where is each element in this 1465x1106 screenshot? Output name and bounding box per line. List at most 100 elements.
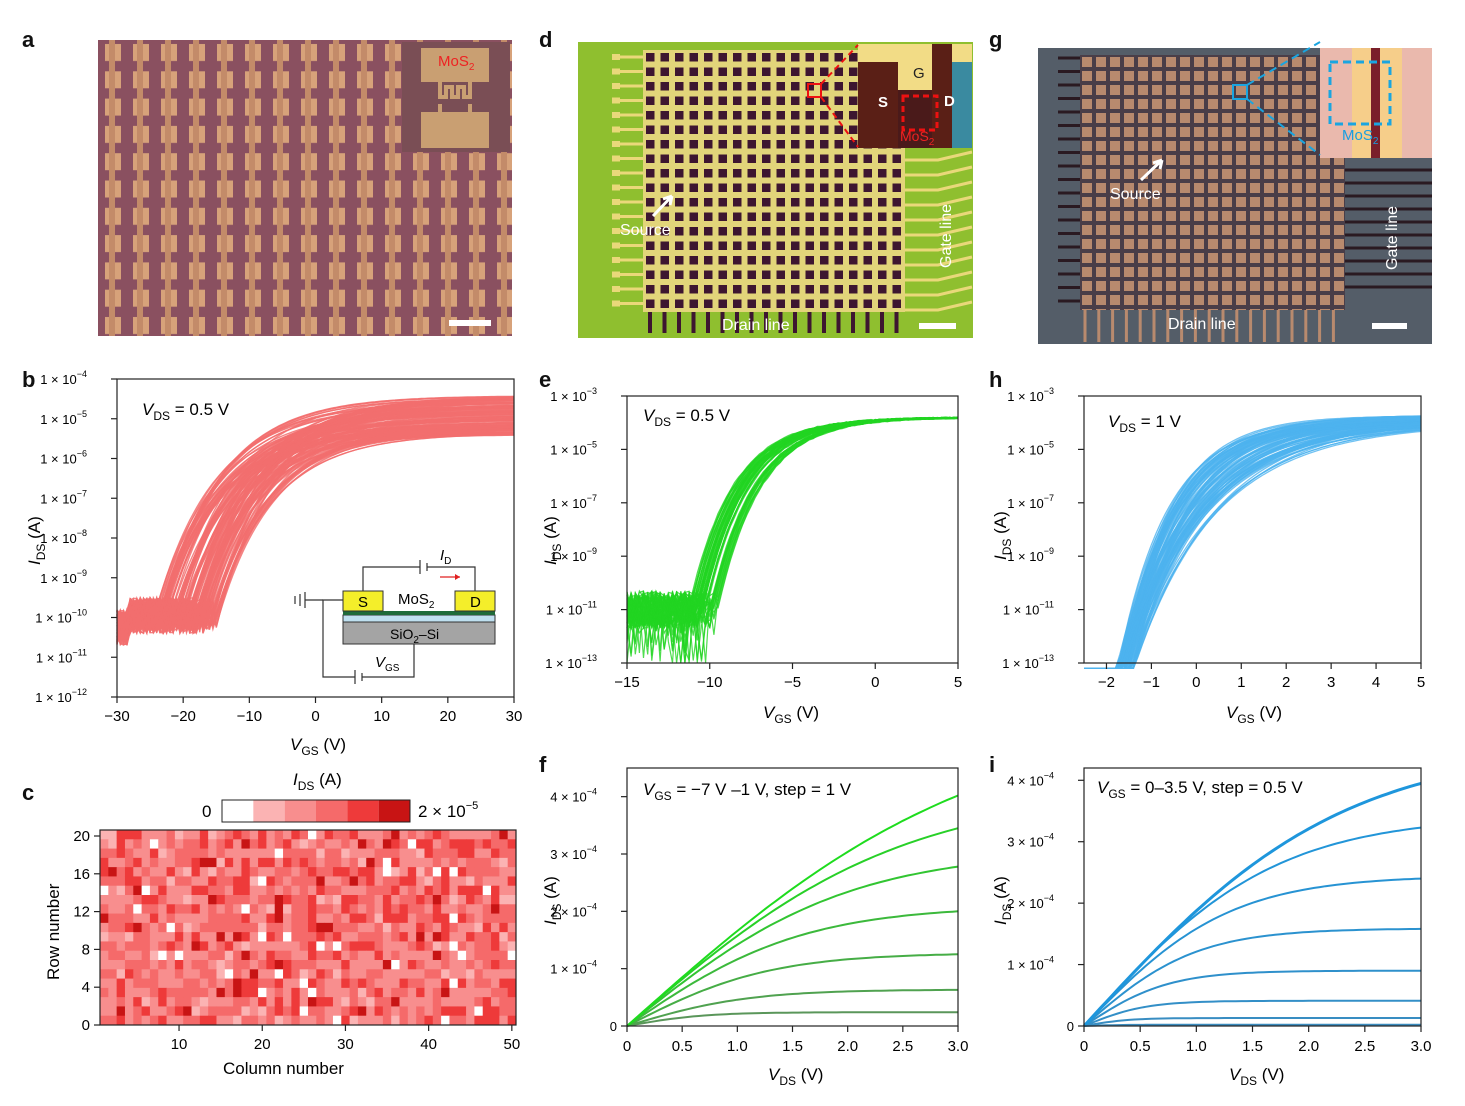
output-curve-6 — [1083, 877, 1422, 1027]
heatmap-cell — [241, 839, 251, 849]
heatmap-cell — [341, 904, 350, 914]
heatmap-cell — [299, 885, 309, 896]
heatmap-cell — [116, 867, 126, 877]
plot-frame — [1083, 767, 1422, 1027]
heatmap-cell — [491, 969, 500, 979]
heatmap-cell — [249, 950, 259, 961]
heatmap-cell — [382, 904, 392, 914]
heatmap-cell — [366, 932, 375, 942]
heatmap-cell — [116, 876, 126, 887]
heatmap-cell — [341, 922, 350, 933]
heatmap-cell — [233, 932, 242, 942]
heatmap-cell — [399, 904, 409, 914]
heatmap-cell — [349, 867, 359, 877]
heatmap-cell — [266, 830, 276, 840]
heatmap-cell — [332, 848, 342, 859]
heatmap-cell — [316, 950, 326, 961]
heatmap-cell — [249, 913, 259, 924]
heatmap-cell — [474, 941, 484, 952]
heatmap-cell — [208, 876, 217, 887]
heatmap-cell — [441, 922, 450, 933]
heatmap-cell — [491, 922, 500, 933]
heatmap-cell — [249, 867, 259, 877]
heatmap-cell — [191, 876, 201, 887]
heatmap-cell — [166, 922, 176, 933]
output-curve-3 — [1083, 999, 1421, 1027]
heatmap-cell — [233, 960, 242, 970]
heatmap-cell — [258, 1015, 267, 1026]
heatmap-cell — [183, 932, 192, 942]
colorbar — [221, 799, 411, 823]
heatmap-cell — [158, 857, 167, 868]
heatmap-cell — [507, 922, 517, 933]
heatmap-cell — [133, 932, 142, 942]
heatmap-cell — [491, 1006, 500, 1017]
heatmap-cell — [274, 839, 284, 849]
heatmap-cell — [391, 960, 400, 970]
heatmap-cell — [283, 885, 292, 896]
heatmap-cell — [241, 987, 251, 998]
heatmap-cell — [391, 1006, 400, 1017]
heatmap-cell — [274, 922, 284, 933]
heatmap-cell — [241, 1006, 251, 1017]
annotation: VDS = 0.5 V — [142, 400, 230, 423]
heatmap-cell — [407, 960, 417, 970]
heatmap-cell — [249, 895, 259, 905]
heatmap-cell — [191, 895, 201, 905]
panel-letter-b: b — [22, 367, 35, 392]
heatmap-cell — [100, 987, 109, 998]
heatmap-cell — [349, 1015, 359, 1026]
heatmap-cell — [424, 857, 434, 868]
heatmap-cell — [274, 848, 284, 859]
heatmap-cell — [308, 978, 317, 989]
heatmap-cell — [466, 857, 475, 868]
y-tick-label: 1 × 10−5 — [40, 409, 87, 427]
heatmap-cell — [499, 1015, 509, 1026]
heatmap-cell — [324, 830, 334, 840]
heatmap-cell — [199, 1015, 209, 1026]
heatmap-cell — [266, 997, 276, 1007]
heatmap-cell — [341, 830, 350, 840]
heatmap-cell — [149, 904, 159, 914]
heatmap-cell — [216, 830, 226, 840]
heatmap-cell — [374, 1015, 384, 1026]
y-axis-label: Row number — [44, 883, 63, 980]
heatmap-cell — [324, 978, 334, 989]
heatmap-cell — [474, 969, 484, 979]
heatmap-cell — [499, 913, 509, 924]
heatmap-cell — [291, 830, 301, 840]
heatmap-cell — [266, 960, 276, 970]
heatmap-cell — [274, 969, 284, 979]
x-tick-label: −10 — [237, 708, 262, 725]
heatmap-cell — [124, 1006, 134, 1017]
heatmap-cell — [316, 885, 326, 896]
heatmap-cell — [349, 997, 359, 1007]
heatmap-cell — [507, 848, 517, 859]
heatmap-cell — [507, 839, 517, 849]
heatmap-cell — [283, 978, 292, 989]
heatmap-cell — [491, 848, 500, 859]
transfer-curve — [116, 405, 514, 634]
heatmap-cell — [274, 941, 284, 952]
heatmap-cell — [324, 1006, 334, 1017]
y-tick-label: 1 × 10−7 — [1007, 493, 1054, 511]
heatmap-cell — [283, 969, 292, 979]
heatmap-cell — [274, 987, 284, 998]
annotation: VDS = 0.5 V — [643, 406, 731, 429]
colorbar-swatch — [378, 800, 410, 822]
heatmap-cell — [133, 997, 142, 1007]
heatmap-cell — [382, 876, 392, 887]
heatmap-cell — [432, 848, 442, 859]
heatmap-cell — [332, 895, 342, 905]
heatmap-cell — [108, 941, 118, 952]
heatmap-cell — [149, 997, 159, 1007]
colorbar-swatch — [222, 800, 254, 822]
heatmap-cell — [466, 885, 475, 896]
heatmap-cell — [108, 950, 118, 961]
heatmap-cell — [299, 895, 309, 905]
heatmap-cell — [416, 830, 425, 840]
heatmap-cell — [341, 839, 350, 849]
heatmap-cell — [499, 904, 509, 914]
heatmap-cell — [324, 997, 334, 1007]
heatmap-cell — [199, 904, 209, 914]
